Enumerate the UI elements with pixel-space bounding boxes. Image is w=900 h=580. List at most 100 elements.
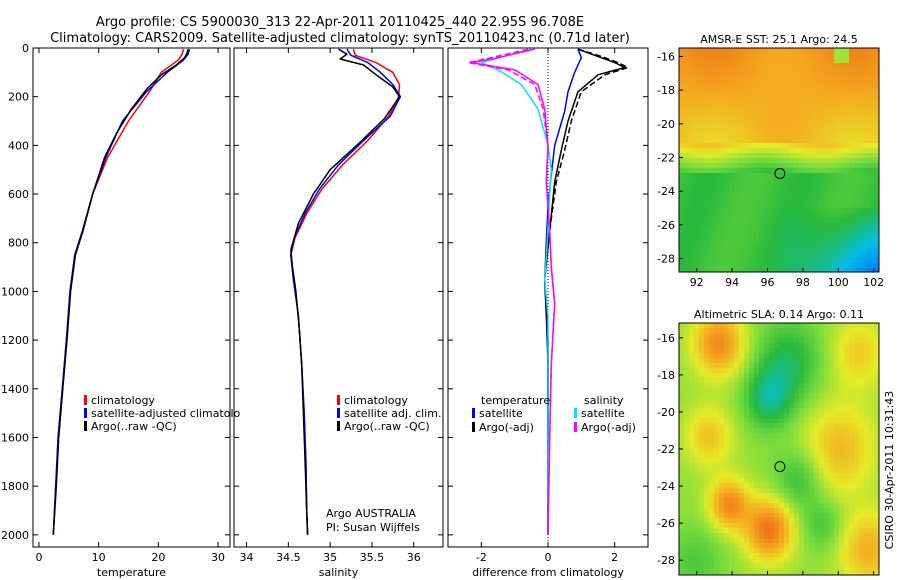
sst_map-y-tick-label: -28 <box>657 253 675 266</box>
temperature-y-tick-label: 600 <box>8 188 29 201</box>
salinity-x-tick-label: 34.5 <box>276 551 301 564</box>
temperature-y-tick-label: 400 <box>8 139 29 152</box>
difference-x-axis-label: difference from climatology <box>472 566 624 579</box>
difference-series-salinity-argo-raw <box>467 48 556 535</box>
temperature-legend-label-1: satellite-adjusted climatology <box>91 407 254 420</box>
sst_map-title: AMSR-E SST: 25.1 Argo: 24.5 <box>700 33 858 46</box>
sla_map-y-tick-label: -22 <box>657 443 675 456</box>
difference-series-temperature-argo-adj <box>543 48 626 535</box>
difference-legend-swatch-1 <box>472 422 475 432</box>
temperature-y-tick-label: 1600 <box>1 431 29 444</box>
sla_map-y-tick-label: -24 <box>657 480 675 493</box>
salinity-x-axis-label: salinity <box>319 566 359 579</box>
figure-title-line2: Climatology: CARS2009. Satellite-adjuste… <box>50 31 630 46</box>
difference-x-tick-label: -2 <box>476 551 487 564</box>
temperature-y-tick-label: 1400 <box>1 383 29 396</box>
salinity-legend-label-0: climatology <box>344 394 408 407</box>
temperature-y-tick-label: 2000 <box>1 529 29 542</box>
salinity-legend-swatch-1 <box>337 408 340 418</box>
temperature-series-climatology <box>52 49 185 535</box>
temperature-y-tick-label: 1000 <box>1 285 29 298</box>
sla_map-y-tick-label: -16 <box>657 332 675 345</box>
difference-series-temperature-satellite <box>543 48 583 535</box>
sst_map-y-tick-label: -22 <box>657 151 675 164</box>
temperature-legend-label-2: Argo(..raw -QC) <box>91 420 177 433</box>
temperature-x-axis-label: temperature <box>97 566 166 579</box>
salinity-x-tick-label: 34 <box>240 551 254 564</box>
temperature-x-tick-label: 30 <box>211 551 225 564</box>
sla_map-y-tick-label: -20 <box>657 406 675 419</box>
sst_map-y-tick-label: -26 <box>657 219 675 232</box>
difference-legend-label-3: Argo(-adj) <box>581 421 636 434</box>
difference-series-salinity-satellite <box>480 48 553 535</box>
difference-legend: temperature salinitysatelliteArgo(-adj)sa… <box>472 394 636 434</box>
sst_map-y-tick-label: -18 <box>657 84 675 97</box>
sla_map-color-field <box>679 323 879 575</box>
difference-legend-label-1: Argo(-adj) <box>479 421 534 434</box>
difference-series-temperature-argo-raw <box>543 48 629 535</box>
sla_map-y-tick-label: -18 <box>657 369 675 382</box>
salinity-x-tick-label: 36 <box>407 551 421 564</box>
sst_map-x-tick-label: 102 <box>863 276 884 289</box>
temperature-profile-panel: 0 10 20 30 0 200 400 600 800 1000 1200 1400 1600 1800… <box>1 42 254 579</box>
difference-x-tick-label: 0 <box>545 551 552 564</box>
temperature-x-tick-label: 20 <box>151 551 165 564</box>
figure-title-line1: Argo profile: CS 5900030_313 22-Apr-2011… <box>96 15 584 30</box>
sst_map-y-tick-label: -16 <box>657 50 675 63</box>
difference-legend-header-salinity: salinity <box>584 394 624 407</box>
sla-map-panel: Altimetric SLA: 0.14 Argo: 0.11929496981… <box>657 308 884 580</box>
difference-legend-swatch-0 <box>472 408 475 418</box>
difference-legend-swatch-2 <box>574 408 577 418</box>
temperature-y-tick-label: 1800 <box>1 480 29 493</box>
salinity-annotation-line2: PI: Susan Wijffels <box>326 521 420 534</box>
sst_map-x-tick-label: 98 <box>796 276 810 289</box>
sla_map-y-tick-label: -28 <box>657 554 675 567</box>
difference-profile-panel: -2 0 2 difference from climatology temperatu… <box>447 47 649 579</box>
sla_map-title: Altimetric SLA: 0.14 Argo: 0.11 <box>694 308 864 321</box>
sst_map-frame <box>678 47 880 273</box>
salinity-legend-swatch-0 <box>337 395 340 405</box>
sst_map-color-field <box>679 48 879 272</box>
temperature-series-argo-raw-qc <box>52 48 189 535</box>
sla_map-y-tick-label: -26 <box>657 517 675 530</box>
salinity-annotation-line1: Argo AUSTRALIA <box>326 507 416 520</box>
temperature-series-satellite-adjusted-climatology <box>52 49 191 535</box>
sst_map-x-tick-label: 100 <box>828 276 849 289</box>
difference-legend-swatch-3 <box>574 422 577 432</box>
salinity-axes-frame <box>233 47 444 548</box>
sst_map-x-tick-label: 96 <box>760 276 774 289</box>
difference-legend-header-temperature: temperature <box>481 394 550 407</box>
salinity-x-tick-label: 35 <box>323 551 337 564</box>
temperature-legend-swatch-2 <box>84 421 87 431</box>
temperature-legend-label-0: climatology <box>91 394 155 407</box>
side-timestamp-label: CSIRO 30-Apr-2011 10:31:43 <box>883 391 896 550</box>
salinity-legend-swatch-2 <box>337 421 340 431</box>
temperature-y-tick-label: 200 <box>8 91 29 104</box>
temperature-y-tick-label: 800 <box>8 237 29 250</box>
sla_map-float-position-marker <box>774 461 786 473</box>
difference-x-tick-label: 2 <box>611 551 618 564</box>
salinity-legend-label-1: satellite adj. clim. <box>344 407 441 420</box>
salinity-series-argo-raw-qc <box>290 48 401 535</box>
sst_map-y-tick-label: -24 <box>657 185 675 198</box>
temperature-legend-swatch-1 <box>84 408 87 418</box>
temperature-x-tick-label: 0 <box>35 551 42 564</box>
salinity-legend-label-2: Argo(..raw -QC) <box>344 420 430 433</box>
salinity-series-satellite-adj-clim <box>290 48 402 535</box>
salinity-x-tick-label: 35.5 <box>360 551 385 564</box>
sst_map-y-tick-label: -20 <box>657 118 675 131</box>
temperature-y-tick-label: 1200 <box>1 334 29 347</box>
temperature-axes-frame <box>32 47 231 548</box>
sst-map-panel: AMSR-E SST: 25.1 Argo: 24.5 92 94 96 98 100 10… <box>657 33 884 289</box>
sst_map-x-tick-label: 94 <box>725 276 739 289</box>
temperature-x-tick-label: 10 <box>92 551 106 564</box>
sst_map-float-position-marker <box>774 167 786 179</box>
difference-legend-label-0: satellite <box>479 407 523 420</box>
salinity-profile-panel: 34 34.5 35 35.5 36 salinity climatologysatelli… <box>233 47 444 579</box>
sst_map-x-tick-label: 92 <box>690 276 704 289</box>
temperature-y-tick-label: 0 <box>22 42 29 55</box>
difference-legend-label-2: satellite <box>581 407 625 420</box>
